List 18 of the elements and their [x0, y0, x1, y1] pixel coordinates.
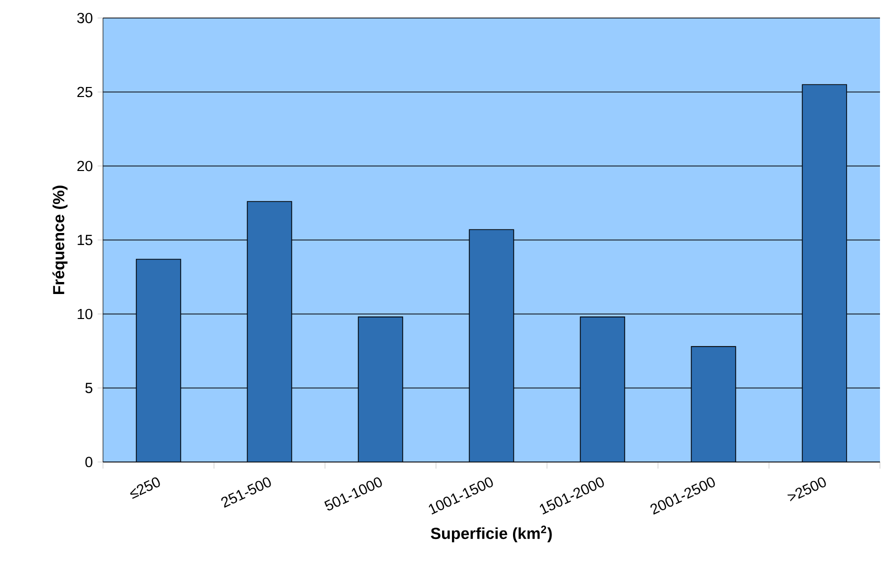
- y-tick-label: 0: [85, 456, 92, 468]
- y-tick-label: 20: [77, 160, 92, 172]
- bar: [136, 258, 182, 462]
- y-tick-label: 15: [78, 234, 92, 246]
- y-tick-label: 25: [77, 86, 92, 98]
- y-axis-title: Fréquence (%): [52, 186, 68, 294]
- bar: [580, 316, 626, 462]
- y-tick-label: 10: [78, 308, 92, 320]
- x-axis-title: Superficie (km$^{2}$): [430, 526, 552, 542]
- bar: [468, 229, 514, 462]
- x-tick-label: >2500: [787, 477, 826, 502]
- bar: [246, 201, 292, 462]
- bar: [802, 84, 848, 462]
- bar: [690, 346, 736, 462]
- y-tick-label: 30: [77, 12, 92, 24]
- bar: [358, 316, 404, 462]
- y-tick-label: 5: [85, 382, 92, 394]
- x-tick-label: ≤250: [130, 477, 160, 499]
